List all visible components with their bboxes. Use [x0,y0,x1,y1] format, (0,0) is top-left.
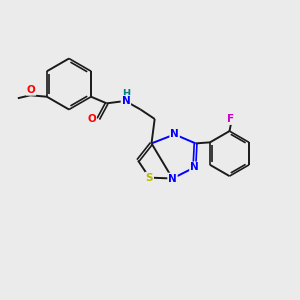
Text: F: F [227,114,235,124]
Text: S: S [146,172,153,183]
Text: N: N [190,162,199,172]
Text: N: N [122,96,130,106]
Text: N: N [170,129,179,140]
Text: O: O [27,85,35,95]
Text: H: H [122,89,130,99]
Text: N: N [168,173,177,184]
Text: O: O [87,114,96,124]
